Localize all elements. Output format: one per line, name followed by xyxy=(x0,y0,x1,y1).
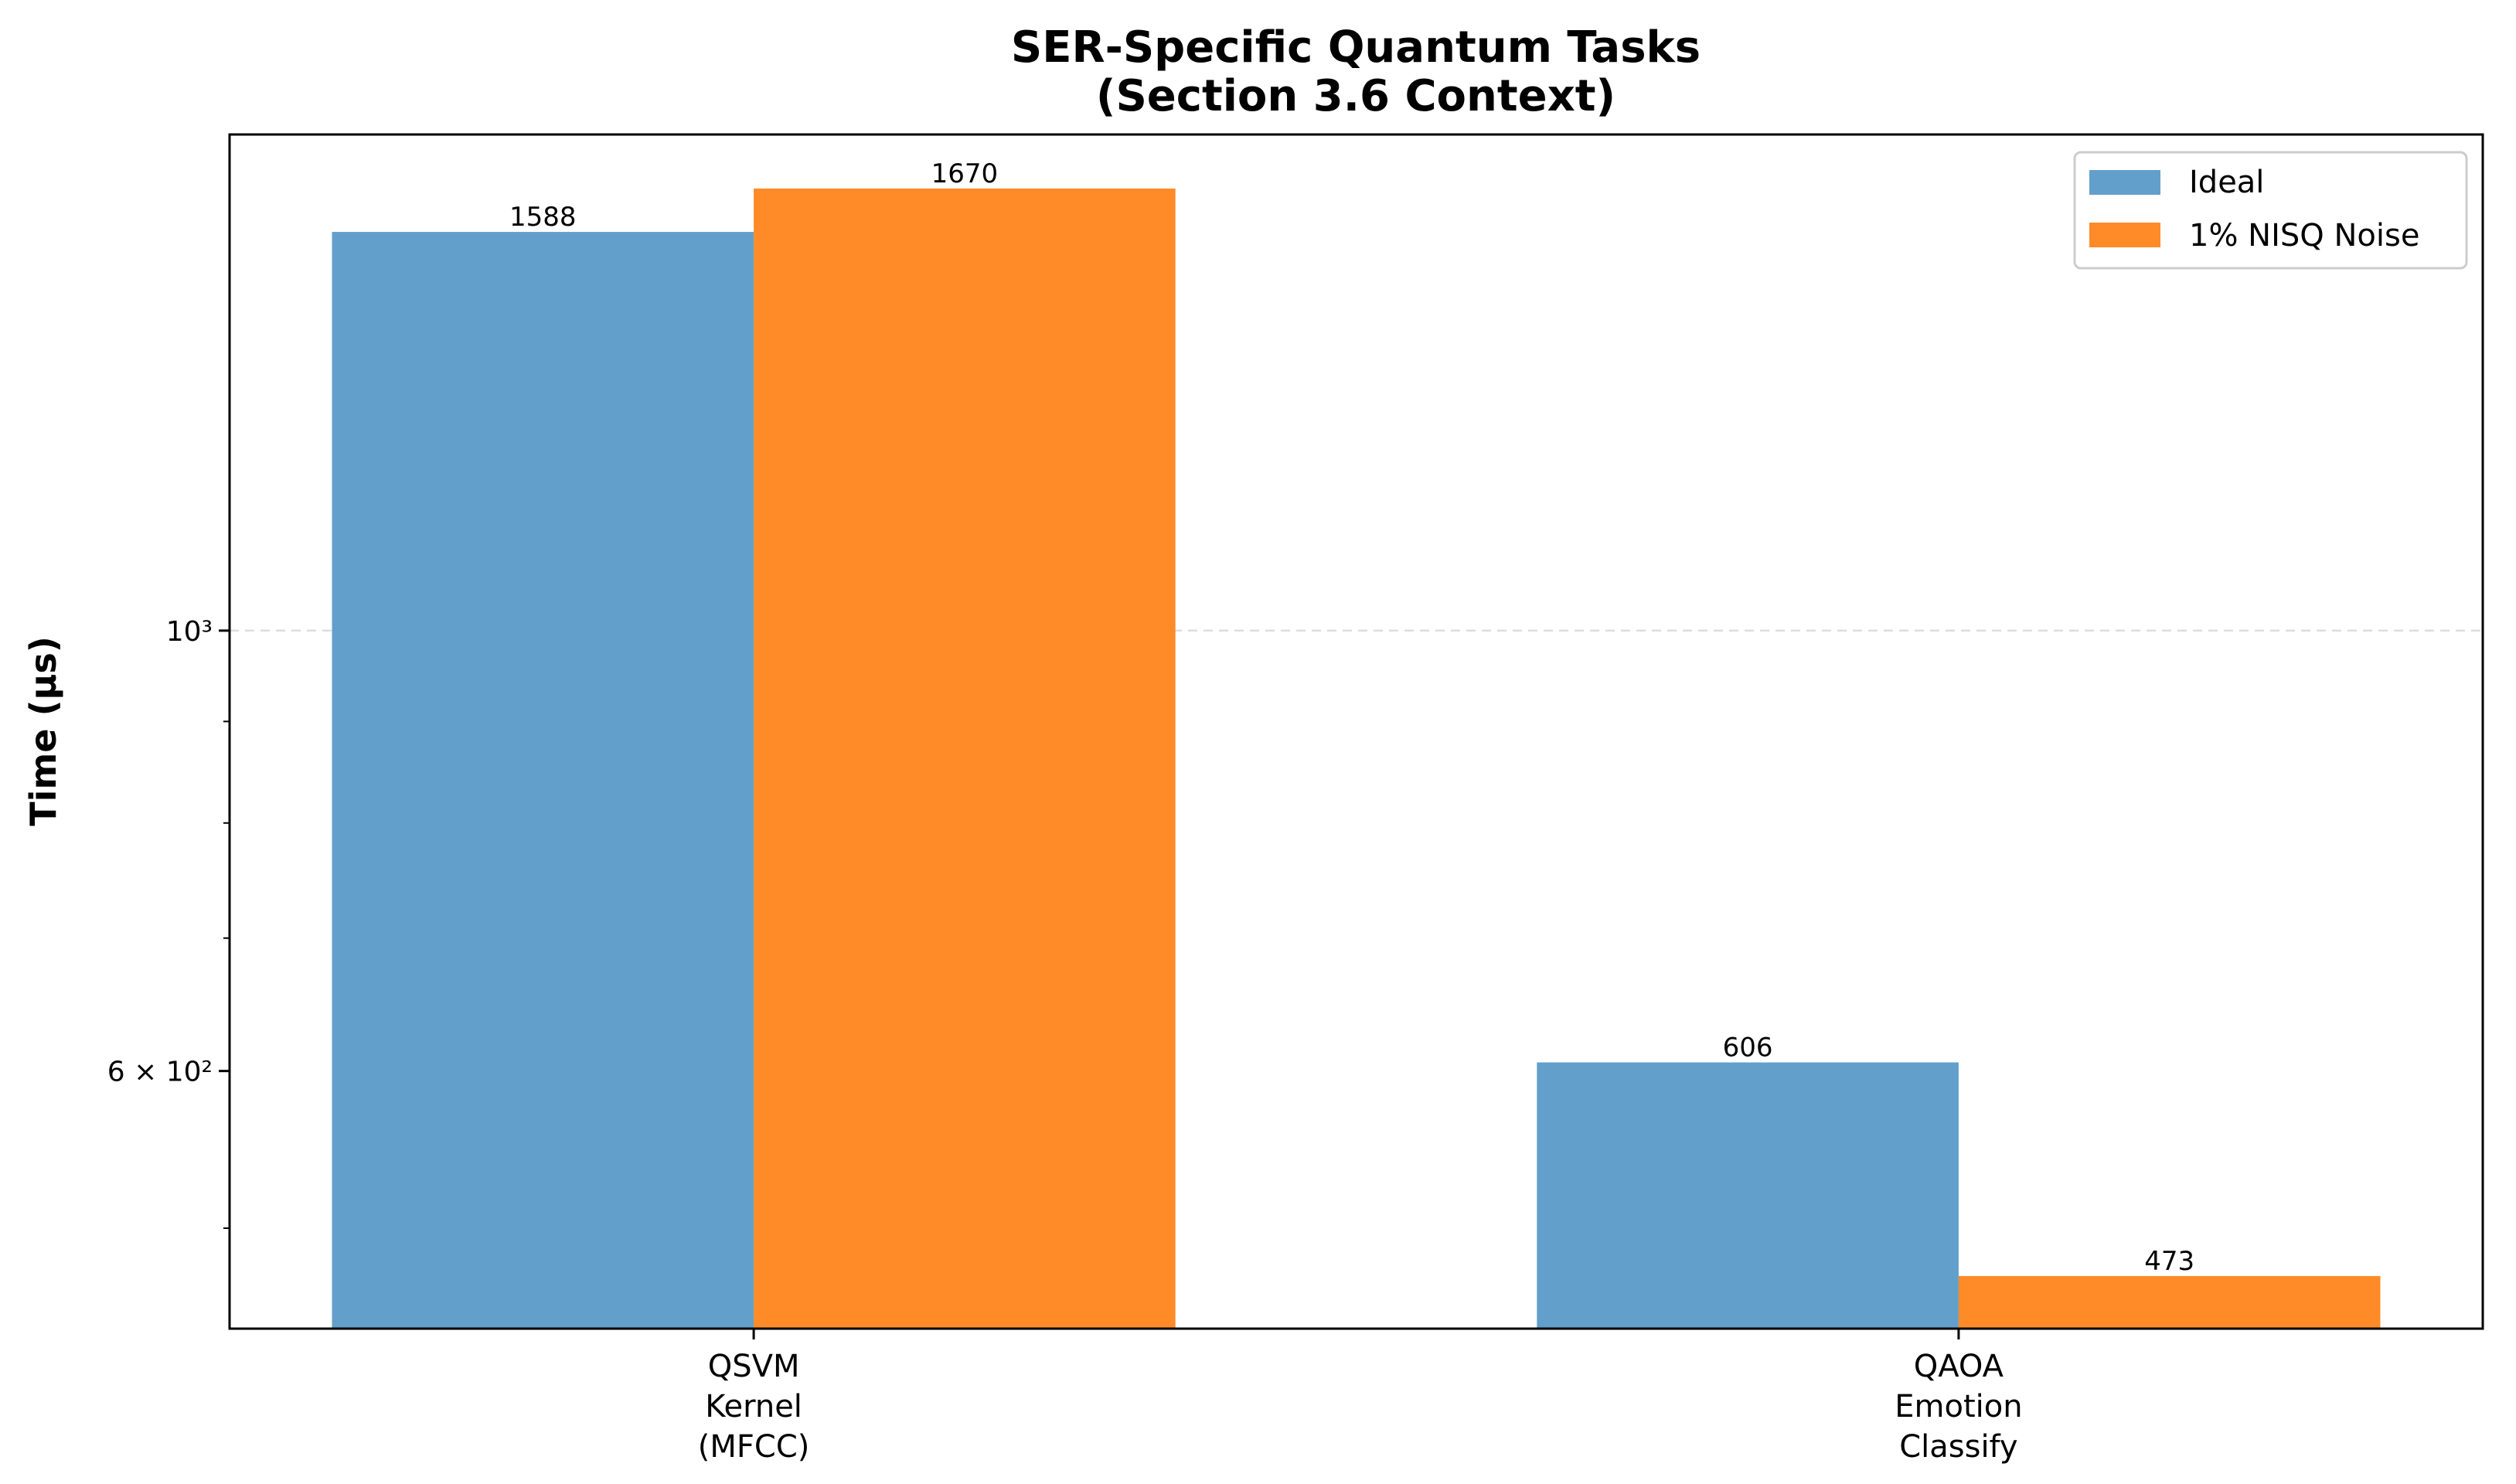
legend-swatch-noise xyxy=(2089,223,2160,247)
x-tick-label: QSVM xyxy=(708,1349,800,1384)
x-tick-label: Classify xyxy=(1899,1429,2017,1465)
plot-area-frame xyxy=(228,133,2484,1330)
y-axis-label: Time (µs) xyxy=(22,636,64,826)
legend-frame xyxy=(2073,151,2468,270)
x-tick-label: (MFCC) xyxy=(698,1429,810,1465)
legend: Ideal 1% NISQ Noise xyxy=(2073,151,2468,270)
legend-label-noise: 1% NISQ Noise xyxy=(2189,218,2419,254)
y-tick-label: 10³ xyxy=(166,616,213,648)
legend-swatch-ideal xyxy=(2089,170,2160,195)
bar-ideal xyxy=(332,232,754,1329)
bar-value-label: 1670 xyxy=(931,158,999,189)
x-tick-label: QAOA xyxy=(1914,1349,2004,1384)
x-tick-label: Kernel xyxy=(705,1389,802,1424)
bar-value-label: 1588 xyxy=(509,202,577,233)
chart-title-line-2: (Section 3.6 Context) xyxy=(1096,71,1615,121)
bar-ideal xyxy=(1537,1062,1959,1329)
y-tick-label: 6 × 10² xyxy=(107,1057,213,1088)
bar-noise xyxy=(754,188,1176,1329)
legend-label-ideal: Ideal xyxy=(2189,165,2264,200)
x-tick-label: Emotion xyxy=(1895,1389,2022,1424)
bar-value-label: 606 xyxy=(1723,1033,1773,1064)
bar-value-label: 473 xyxy=(2144,1246,2194,1277)
chart-title-line-1: SER-Specific Quantum Tasks xyxy=(1011,22,1701,73)
bar-noise xyxy=(1958,1275,2381,1329)
